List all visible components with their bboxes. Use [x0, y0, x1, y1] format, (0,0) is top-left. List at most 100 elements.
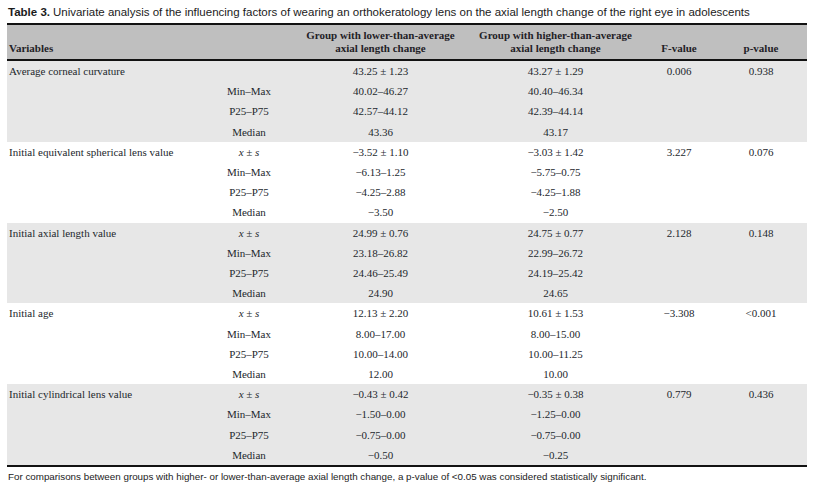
- cell-f-value: 3.227: [643, 142, 715, 162]
- cell-p-value: [715, 101, 807, 121]
- table-row: Initial cylindrical lens valuex ± s−0.43…: [7, 384, 807, 404]
- cell-stat: P25–P75: [205, 344, 293, 364]
- cell-variable: [7, 202, 205, 222]
- cell-f-value: [643, 445, 715, 466]
- cell-p-value: [715, 263, 807, 283]
- cell-variable: [7, 324, 205, 344]
- cell-variable: [7, 404, 205, 424]
- table-row: Min–Max−1.50–0.00−1.25–0.00: [7, 404, 807, 424]
- cell-f-value: [643, 404, 715, 424]
- table-row: P25–P7510.00–14.0010.00–11.25: [7, 344, 807, 364]
- header-variables: Variables: [7, 24, 205, 60]
- cell-lower-group-value: 43.25 ± 1.23: [293, 60, 468, 81]
- cell-variable: [7, 283, 205, 303]
- cell-p-value: <0.001: [715, 303, 807, 323]
- cell-variable: [7, 81, 205, 101]
- cell-f-value: −3.308: [643, 303, 715, 323]
- cell-f-value: 0.006: [643, 60, 715, 81]
- cell-lower-group-value: 24.90: [293, 283, 468, 303]
- table-row: Initial axial length valuex ± s24.99 ± 0…: [7, 223, 807, 243]
- cell-variable: [7, 425, 205, 445]
- cell-higher-group-value: −1.25–0.00: [468, 404, 643, 424]
- cell-stat: Min–Max: [205, 404, 293, 424]
- table-row: Average corneal curvature43.25 ± 1.2343.…: [7, 60, 807, 81]
- cell-variable: [7, 364, 205, 384]
- cell-p-value: [715, 364, 807, 384]
- cell-f-value: 2.128: [643, 223, 715, 243]
- cell-higher-group-value: 8.00–15.00: [468, 324, 643, 344]
- cell-f-value: [643, 101, 715, 121]
- table-row: Initial equivalent spherical lens valuex…: [7, 142, 807, 162]
- table-title: Table 3.Univariate analysis of the influ…: [7, 4, 807, 23]
- cell-f-value: [643, 344, 715, 364]
- table-row: Min–Max40.02–46.2740.40–46.34: [7, 81, 807, 101]
- cell-variable: [7, 101, 205, 121]
- cell-f-value: [643, 162, 715, 182]
- cell-higher-group-value: 10.00: [468, 364, 643, 384]
- cell-stat: Median: [205, 364, 293, 384]
- cell-p-value: [715, 122, 807, 142]
- header-lower-group-line1: Group with lower-than-average: [306, 29, 454, 41]
- cell-f-value: [643, 324, 715, 344]
- header-lower-group: Group with lower-than-average axial leng…: [293, 24, 468, 60]
- cell-higher-group-value: 22.99–26.72: [468, 243, 643, 263]
- cell-higher-group-value: −5.75–0.75: [468, 162, 643, 182]
- cell-lower-group-value: 24.99 ± 0.76: [293, 223, 468, 243]
- cell-p-value: 0.436: [715, 384, 807, 404]
- cell-stat: x ± s: [205, 303, 293, 323]
- cell-p-value: [715, 404, 807, 424]
- cell-higher-group-value: −2.50: [468, 202, 643, 222]
- cell-higher-group-value: 24.75 ± 0.77: [468, 223, 643, 243]
- header-higher-group: Group with higher-than-average axial len…: [468, 24, 643, 60]
- cell-p-value: [715, 182, 807, 202]
- cell-p-value: [715, 81, 807, 101]
- cell-f-value: [643, 263, 715, 283]
- cell-higher-group-value: −0.75–0.00: [468, 425, 643, 445]
- table-row: P25–P7524.46–25.4924.19–25.42: [7, 263, 807, 283]
- cell-stat: Min–Max: [205, 162, 293, 182]
- cell-p-value: [715, 445, 807, 466]
- cell-variable: Initial axial length value: [7, 223, 205, 243]
- cell-f-value: [643, 81, 715, 101]
- cell-higher-group-value: 43.27 ± 1.29: [468, 60, 643, 81]
- cell-stat: x ± s: [205, 223, 293, 243]
- header-f-value: F-value: [643, 24, 715, 60]
- table-row: P25–P7542.57–44.1242.39–44.14: [7, 101, 807, 121]
- cell-lower-group-value: 10.00–14.00: [293, 344, 468, 364]
- cell-stat: [205, 60, 293, 81]
- cell-stat: x ± s: [205, 384, 293, 404]
- table-body: Average corneal curvature43.25 ± 1.2343.…: [7, 60, 807, 466]
- cell-lower-group-value: −3.50: [293, 202, 468, 222]
- cell-p-value: [715, 344, 807, 364]
- cell-lower-group-value: 43.36: [293, 122, 468, 142]
- table-row: Median24.9024.65: [7, 283, 807, 303]
- table-header-row: Variables Group with lower-than-average …: [7, 24, 807, 60]
- cell-stat: x ± s: [205, 142, 293, 162]
- cell-higher-group-value: 10.00–11.25: [468, 344, 643, 364]
- table-row: Median−3.50−2.50: [7, 202, 807, 222]
- cell-lower-group-value: −1.50–0.00: [293, 404, 468, 424]
- cell-variable: Initial cylindrical lens value: [7, 384, 205, 404]
- cell-stat: P25–P75: [205, 182, 293, 202]
- cell-higher-group-value: 24.19–25.42: [468, 263, 643, 283]
- cell-lower-group-value: −0.43 ± 0.42: [293, 384, 468, 404]
- cell-stat: Median: [205, 122, 293, 142]
- cell-f-value: [643, 243, 715, 263]
- cell-variable: Initial age: [7, 303, 205, 323]
- cell-f-value: [643, 122, 715, 142]
- cell-p-value: [715, 425, 807, 445]
- cell-f-value: [643, 283, 715, 303]
- cell-variable: Initial equivalent spherical lens value: [7, 142, 205, 162]
- univariate-analysis-table: Variables Group with lower-than-average …: [7, 23, 807, 467]
- cell-lower-group-value: −0.75–0.00: [293, 425, 468, 445]
- header-higher-group-line1: Group with higher-than-average: [479, 29, 632, 41]
- table-title-text: Univariate analysis of the influencing f…: [53, 6, 750, 18]
- table-row: Initial agex ± s12.13 ± 2.2010.61 ± 1.53…: [7, 303, 807, 323]
- cell-lower-group-value: 24.46–25.49: [293, 263, 468, 283]
- cell-stat: Min–Max: [205, 243, 293, 263]
- cell-lower-group-value: −3.52 ± 1.10: [293, 142, 468, 162]
- table-row: Median43.3643.17: [7, 122, 807, 142]
- header-p-value: p-value: [715, 24, 807, 60]
- cell-lower-group-value: 8.00–17.00: [293, 324, 468, 344]
- cell-variable: [7, 243, 205, 263]
